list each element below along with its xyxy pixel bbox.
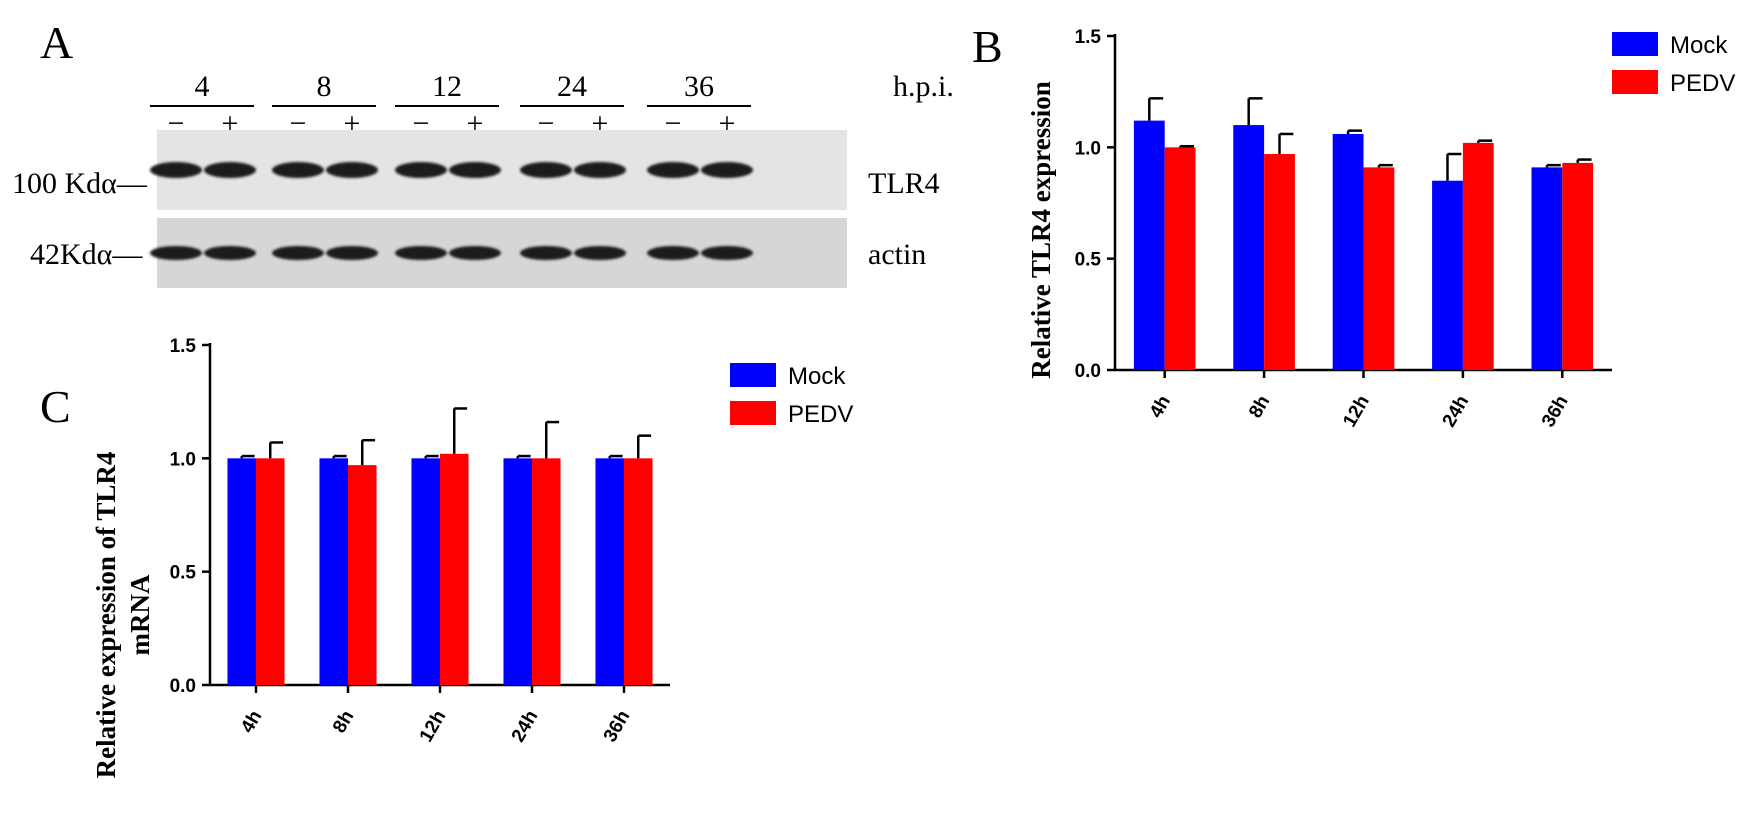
tlr4-band <box>326 162 378 178</box>
mock-bar <box>1332 133 1364 370</box>
mock-bar <box>595 458 624 685</box>
mock-bar <box>503 458 532 685</box>
panel-a: A h.p.i. 4− +8− +12− +24− +36− + 100 Kdα— TLR… <box>12 17 954 288</box>
actin-band <box>326 246 378 260</box>
pedv-bar <box>256 458 285 685</box>
tlr4-band <box>574 162 626 178</box>
panel-c-chart: 0.0 0.5 1.0 1.5 4h 8h 12h 24h 36h Mock PEDV <box>170 336 854 746</box>
x-tick-label: 36h <box>1538 392 1573 431</box>
tlr4-band <box>395 162 447 178</box>
x-tick-label: 4h <box>1146 392 1175 422</box>
y-tick-label: 1.0 <box>1075 138 1101 159</box>
mock-bar <box>1432 180 1463 370</box>
mock-bar <box>1233 125 1265 370</box>
mock-bar <box>1133 120 1165 370</box>
panel-b: B Relative TLR4 expression 0.0 0.5 1.0 1.5 4… <box>972 21 1735 431</box>
pedv-bar <box>348 465 377 685</box>
actin-band <box>449 246 501 260</box>
y-tick-label: 0.5 <box>170 563 197 584</box>
time-point-label: 8 <box>317 70 332 103</box>
y-tick-label: 0.0 <box>170 676 196 697</box>
legend-swatch <box>730 363 776 387</box>
x-tick-label: 36h <box>600 707 635 746</box>
panel-c-y-axis-title: Relative expression of TLR4 mRNA <box>91 452 155 779</box>
blot-bands <box>150 162 753 260</box>
actin-protein-label: actin <box>868 238 926 271</box>
tlr4-band <box>150 162 202 178</box>
actin-band <box>701 246 753 260</box>
legend-label: PEDV <box>1670 70 1735 97</box>
actin-band <box>647 246 699 260</box>
mock-bar <box>319 458 348 685</box>
legend-swatch <box>1612 70 1658 94</box>
tlr4-band <box>520 162 572 178</box>
y-tick-label: 0.0 <box>1075 361 1101 382</box>
panel-c-y-axis-title-line1: Relative expression of TLR4 <box>91 452 121 779</box>
pedv-bar <box>1363 167 1395 370</box>
x-tick-label: 24h <box>508 707 543 746</box>
x-tick-label: 8h <box>329 707 358 737</box>
actin-band <box>395 246 447 260</box>
actin-band <box>272 246 324 260</box>
x-tick-label: 4h <box>237 707 266 737</box>
panel-a-letter: A <box>40 17 73 68</box>
tlr4-band <box>647 162 699 178</box>
time-point-label: 12 <box>432 70 462 103</box>
x-tick-label: 8h <box>1245 392 1274 422</box>
pedv-bar <box>1462 142 1494 370</box>
pedv-bar <box>1562 162 1594 370</box>
y-tick-label: 1.5 <box>1075 27 1102 48</box>
pedv-bar <box>532 458 561 685</box>
tlr4-protein-label: TLR4 <box>868 167 940 200</box>
pedv-bar <box>440 453 469 685</box>
panel-c: C Relative expression of TLR4 mRNA 0.00.… <box>40 336 853 778</box>
time-point-label: 4 <box>195 70 210 103</box>
legend-swatch <box>730 401 776 425</box>
actin-band <box>574 246 626 260</box>
actin-band <box>520 246 572 260</box>
x-tick-label: 12h <box>1339 392 1374 431</box>
tlr4-band <box>272 162 324 178</box>
x-tick-label: 24h <box>1439 392 1474 431</box>
time-point-label: 24 <box>557 70 587 103</box>
y-tick-label: 1.0 <box>170 449 196 470</box>
legend-label: Mock <box>1670 32 1728 59</box>
panel-b-y-axis-title: Relative TLR4 expression <box>1026 81 1056 379</box>
pedv-bar <box>1164 147 1196 370</box>
panel-c-y-axis-title-line2: mRNA <box>125 574 155 655</box>
time-unit-label: h.p.i. <box>893 70 954 103</box>
actin-band <box>150 246 202 260</box>
y-tick-label: 0.5 <box>1075 250 1102 271</box>
time-point-headers: 4− +8− +12− +24− +36− + <box>150 70 751 140</box>
mock-bar <box>411 458 440 685</box>
panel-c-letter: C <box>40 381 71 432</box>
actin-band <box>204 246 256 260</box>
y-tick-label: 1.5 <box>170 336 197 357</box>
tlr4-band <box>204 162 256 178</box>
pedv-bar <box>1264 154 1295 370</box>
x-tick-label: 12h <box>416 707 451 746</box>
panel-b-chart: 0.0 0.5 1.0 1.5 4h 8h 12h 24h 36h Mock PEDV <box>1075 27 1736 431</box>
legend-label: PEDV <box>788 401 853 428</box>
time-point-label: 36 <box>684 70 714 103</box>
pedv-bar <box>624 458 653 685</box>
mock-bar <box>1531 167 1563 370</box>
tlr4-band <box>449 162 501 178</box>
actin-marker-label: 42Kdα— <box>30 238 143 271</box>
tlr4-marker-label: 100 Kdα— <box>12 167 148 200</box>
legend-label: Mock <box>788 363 846 390</box>
panel-b-letter: B <box>972 21 1003 72</box>
tlr4-band <box>701 162 753 178</box>
legend-swatch <box>1612 32 1658 56</box>
mock-bar <box>227 458 256 685</box>
